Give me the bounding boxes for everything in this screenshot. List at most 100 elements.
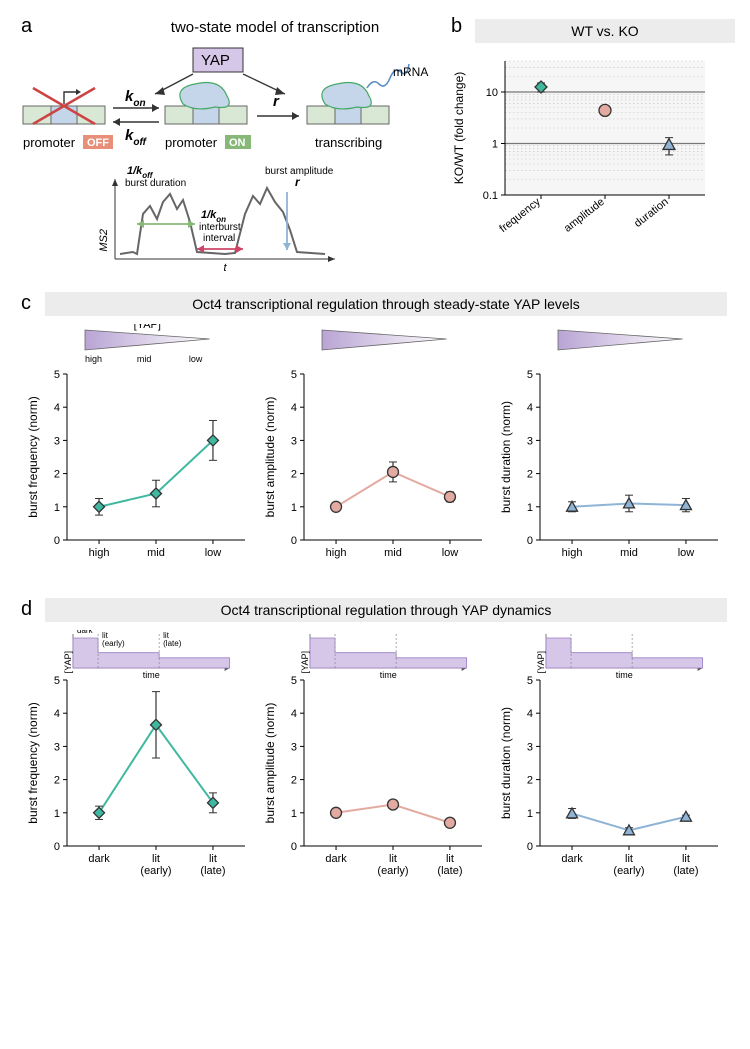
svg-text:(late): (late)	[437, 865, 462, 877]
svg-text:(early): (early)	[377, 865, 408, 877]
t-axis: t	[223, 262, 227, 274]
burst-amp-r: r	[295, 175, 301, 189]
svg-text:lit: lit	[152, 853, 160, 865]
svg-text:4: 4	[527, 708, 533, 720]
svg-text:3: 3	[54, 435, 60, 447]
svg-text:4: 4	[291, 708, 297, 720]
svg-text:(early): (early)	[102, 639, 125, 648]
svg-text:duration: duration	[632, 196, 671, 230]
svg-text:1: 1	[54, 502, 60, 514]
svg-text:4: 4	[54, 708, 60, 720]
svg-text:dark: dark	[562, 853, 584, 865]
svg-text:time: time	[379, 670, 396, 680]
svg-text:0: 0	[291, 535, 297, 547]
svg-text:time: time	[616, 670, 633, 680]
panel-c-title: Oct4 transcriptional regulation through …	[45, 292, 727, 316]
svg-text:[YAP]: [YAP]	[300, 651, 310, 673]
panel-d-title: Oct4 transcriptional regulation through …	[45, 598, 727, 622]
interburst-label: interburst	[199, 222, 241, 233]
svg-text:0: 0	[527, 841, 533, 853]
svg-text:0.1: 0.1	[483, 190, 498, 202]
panel-label-c: c	[21, 292, 31, 315]
svg-text:3: 3	[291, 741, 297, 753]
r-label: r	[273, 93, 280, 110]
koff-label: koff	[125, 127, 148, 148]
svg-text:5: 5	[291, 675, 297, 687]
yap-box: YAP	[201, 52, 230, 69]
svg-text:0: 0	[527, 535, 533, 547]
svg-text:1: 1	[527, 502, 533, 514]
svg-text:(late): (late)	[163, 639, 182, 648]
panel-label-d: d	[21, 598, 32, 621]
panel-a-title: two-state model of transcription	[115, 19, 435, 36]
svg-text:5: 5	[527, 675, 533, 687]
svg-text:[YAP]: [YAP]	[134, 324, 161, 331]
svg-text:burst duration (norm): burst duration (norm)	[499, 707, 513, 819]
svg-text:2: 2	[54, 469, 60, 481]
svg-text:5: 5	[527, 369, 533, 381]
svg-text:5: 5	[54, 369, 60, 381]
panel-label-b: b	[451, 15, 462, 38]
svg-text:lit: lit	[389, 853, 397, 865]
chart-panel-c-charts-2: 012345burst duration (norm)highmidlow	[496, 324, 727, 584]
svg-text:4: 4	[54, 402, 60, 414]
svg-text:3: 3	[527, 435, 533, 447]
svg-text:2: 2	[527, 775, 533, 787]
svg-text:0: 0	[291, 841, 297, 853]
svg-text:lit: lit	[446, 853, 454, 865]
svg-text:low: low	[205, 547, 222, 559]
svg-text:0: 0	[54, 841, 60, 853]
svg-text:low: low	[441, 547, 458, 559]
svg-text:1: 1	[291, 502, 297, 514]
chart-panel-c-charts-0: [YAP]highmidlow012345burst frequency (no…	[23, 324, 254, 584]
svg-text:high: high	[85, 354, 102, 364]
svg-text:high: high	[325, 547, 346, 559]
svg-text:2: 2	[291, 775, 297, 787]
promoter-off-label: promoter	[23, 135, 76, 150]
svg-text:1: 1	[291, 808, 297, 820]
burst-dur-label: burst duration	[125, 178, 186, 189]
chart-panel-c-charts-1: 012345burst amplitude (norm)highmidlow	[260, 324, 491, 584]
svg-text:high: high	[89, 547, 110, 559]
svg-text:3: 3	[527, 741, 533, 753]
svg-text:[YAP]: [YAP]	[63, 651, 73, 673]
svg-text:mid: mid	[620, 547, 638, 559]
svg-text:low: low	[189, 354, 203, 364]
svg-text:3: 3	[54, 741, 60, 753]
svg-text:(early): (early)	[614, 865, 645, 877]
svg-text:4: 4	[291, 402, 297, 414]
svg-text:mid: mid	[384, 547, 402, 559]
chart-panel-d-charts-1: [YAP] time 0 1 2 3 4 5 burst amplitude (norm) dar…	[260, 630, 491, 890]
svg-text:1: 1	[492, 139, 498, 151]
off-tag: OFF	[87, 137, 109, 149]
panel-b-chart: 0.1110KO/WT (fold change)frequencyamplit…	[445, 51, 735, 251]
svg-text:low: low	[678, 547, 695, 559]
svg-text:5: 5	[54, 675, 60, 687]
on-tag: ON	[229, 137, 246, 149]
svg-text:KO/WT (fold change): KO/WT (fold change)	[452, 72, 466, 185]
svg-text:3: 3	[291, 435, 297, 447]
svg-text:burst duration (norm): burst duration (norm)	[499, 401, 513, 513]
svg-text:burst frequency (norm): burst frequency (norm)	[26, 702, 40, 823]
two-state-diagram: promoter OFF YAP kon koff	[15, 44, 435, 274]
svg-text:2: 2	[291, 469, 297, 481]
svg-text:1: 1	[54, 808, 60, 820]
svg-text:burst amplitude (norm): burst amplitude (norm)	[263, 703, 277, 824]
panel-label-a: a	[21, 15, 32, 38]
svg-text:dark: dark	[325, 853, 347, 865]
svg-text:amplitude: amplitude	[562, 196, 607, 235]
svg-text:4: 4	[527, 402, 533, 414]
svg-text:time: time	[143, 670, 160, 680]
kon-label: kon	[125, 88, 146, 109]
ms2-axis: MS2	[98, 229, 110, 252]
svg-text:(early): (early)	[140, 865, 171, 877]
svg-text:lit: lit	[682, 853, 690, 865]
svg-text:mid: mid	[137, 354, 152, 364]
transcribing-label: transcribing	[315, 135, 382, 150]
chart-panel-d-charts-2: [YAP]time012345burst duration (norm)dark…	[496, 630, 727, 890]
promoter-on-label: promoter	[165, 135, 218, 150]
svg-text:(late): (late)	[674, 865, 699, 877]
chart-panel-d-charts-0: [YAP]timedarklit(early)lit(late)012345bu…	[23, 630, 254, 890]
svg-text:5: 5	[291, 369, 297, 381]
mrna-label: mRNA	[393, 65, 428, 79]
